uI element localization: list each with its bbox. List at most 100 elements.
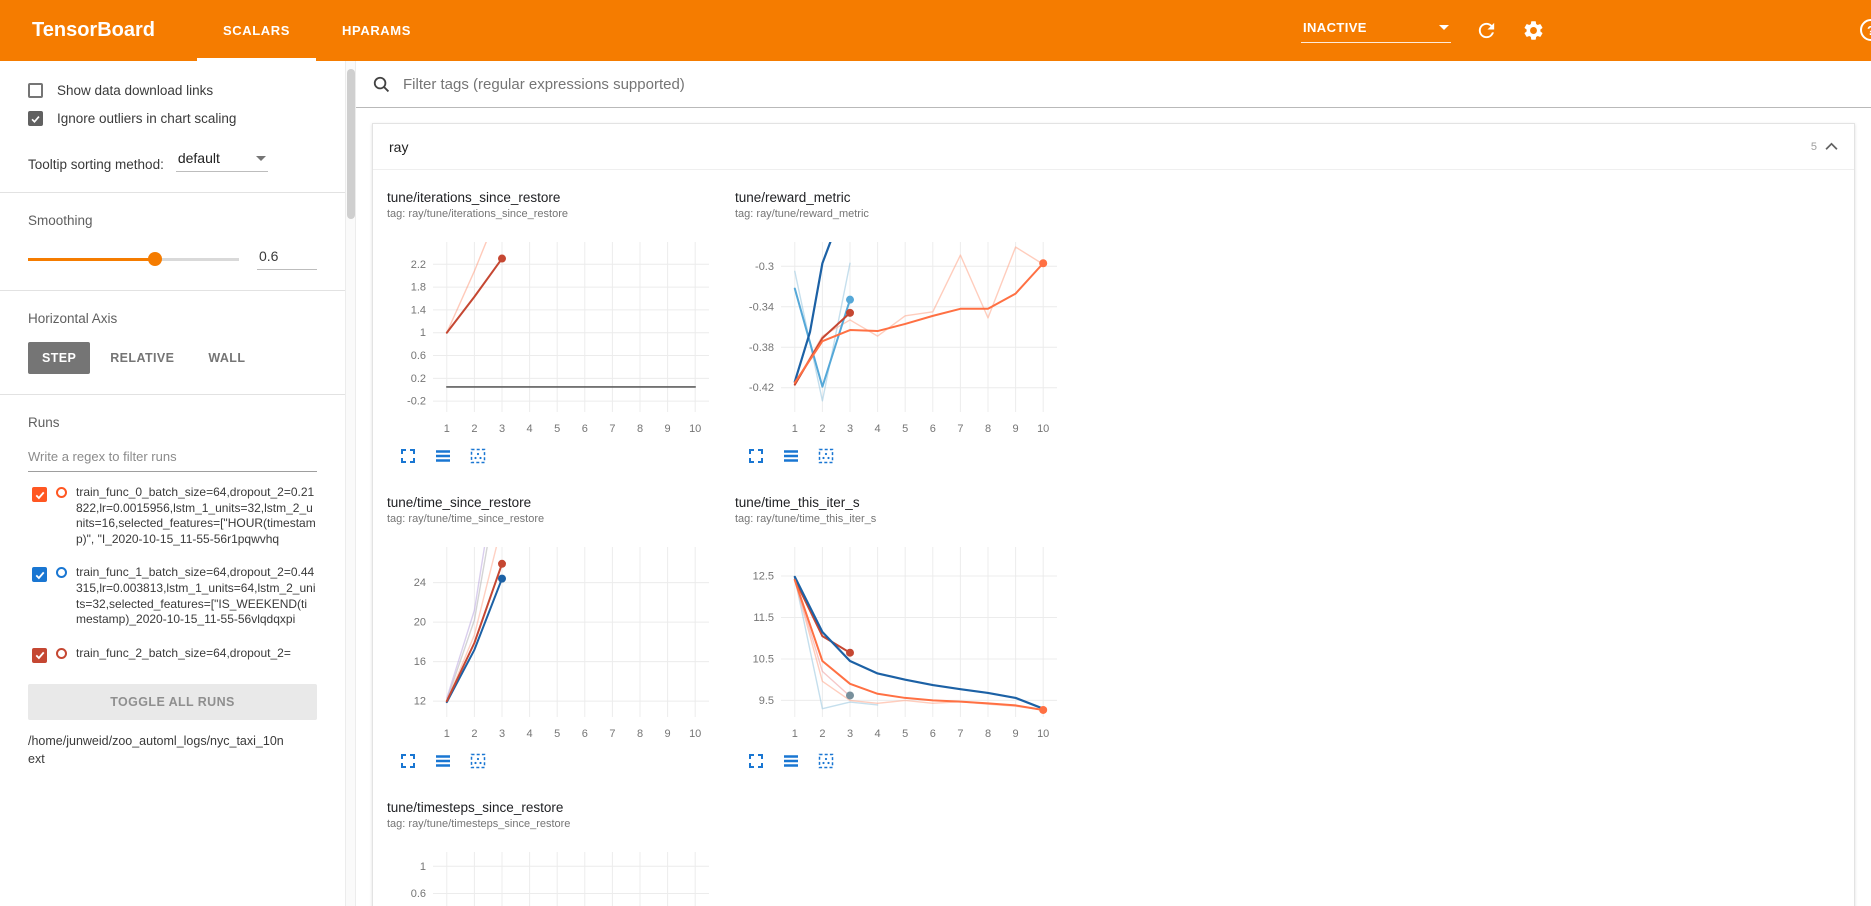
- settings-gear-icon[interactable]: [1522, 19, 1545, 42]
- slider-track[interactable]: [28, 258, 239, 261]
- chevron-down-icon: [255, 155, 266, 161]
- toggle-all-runs-button[interactable]: TOGGLE ALL RUNS: [28, 684, 317, 720]
- run-row[interactable]: train_func_0_batch_size=64,dropout_2=0.2…: [28, 476, 317, 556]
- svg-text:20: 20: [414, 617, 426, 629]
- run-label: train_func_2_batch_size=64,dropout_2=: [76, 645, 291, 660]
- tab-hparams[interactable]: HPARAMS: [342, 23, 411, 38]
- smoothing-label: Smoothing: [28, 213, 93, 228]
- scrollbar-thumb[interactable]: [347, 69, 355, 219]
- svg-text:-0.38: -0.38: [749, 342, 774, 354]
- line-chart[interactable]: 9.5 10.5 11.5 12.5 1 2 3 4 5 6 7 8 9 10: [735, 537, 1069, 745]
- runs-list-icon[interactable]: [782, 752, 800, 770]
- svg-text:6: 6: [930, 423, 936, 435]
- refresh-icon[interactable]: [1475, 19, 1498, 42]
- tab-scalars[interactable]: SCALARS: [196, 0, 317, 61]
- svg-text:4: 4: [527, 423, 533, 435]
- chart-card: tune/reward_metric tag: ray/tune/reward_…: [735, 190, 1073, 465]
- runs-list-icon[interactable]: [434, 447, 452, 465]
- svg-text:3: 3: [499, 423, 505, 435]
- svg-text:10: 10: [1037, 423, 1049, 435]
- axis-option-wall[interactable]: WALL: [208, 351, 246, 365]
- run-color-circle-icon[interactable]: [56, 487, 67, 498]
- chart-tag: tag: ray/tune/time_this_iter_s: [735, 513, 877, 525]
- svg-text:2: 2: [819, 423, 825, 435]
- show-download-links-row[interactable]: Show data download links: [28, 83, 317, 98]
- run-row[interactable]: train_func_2_batch_size=64,dropout_2=: [28, 637, 317, 672]
- expand-chart-icon[interactable]: [399, 447, 417, 465]
- divider: [0, 290, 345, 291]
- horizontal-axis-label: Horizontal Axis: [28, 311, 118, 326]
- svg-text:2: 2: [819, 728, 825, 740]
- run-color-circle-icon[interactable]: [56, 567, 67, 579]
- chart-card: tune/time_this_iter_s tag: ray/tune/time…: [735, 495, 1073, 770]
- line-chart[interactable]: -1-0.6-0.20.20.6112345678910: [387, 842, 721, 906]
- fit-domain-icon[interactable]: [817, 447, 835, 465]
- ignore-outliers-checkbox[interactable]: [28, 111, 43, 126]
- tag-group-header[interactable]: ray 5: [373, 124, 1854, 170]
- run-checkbox[interactable]: [32, 567, 47, 583]
- svg-text:24: 24: [414, 577, 426, 589]
- slider-thumb[interactable]: [147, 252, 162, 266]
- run-checkbox[interactable]: [32, 487, 47, 502]
- slider-fill: [28, 258, 155, 261]
- svg-text:3: 3: [847, 728, 853, 740]
- svg-text:9: 9: [1013, 423, 1019, 435]
- filter-tags-input[interactable]: [403, 75, 1871, 93]
- svg-text:12.5: 12.5: [753, 571, 774, 583]
- fit-domain-icon[interactable]: [469, 447, 487, 465]
- chart-card: tune/time_since_restore tag: ray/tune/ti…: [387, 495, 725, 770]
- chart-title: tune/time_this_iter_s: [735, 495, 860, 510]
- smoothing-value-field[interactable]: 0.6: [257, 248, 317, 270]
- svg-text:4: 4: [527, 728, 533, 740]
- svg-text:3: 3: [847, 423, 853, 435]
- chart-tag: tag: ray/tune/time_since_restore: [387, 513, 545, 525]
- chart-tag: tag: ray/tune/iterations_since_restore: [387, 208, 568, 220]
- expand-chart-icon[interactable]: [399, 752, 417, 770]
- svg-text:-0.2: -0.2: [407, 396, 426, 408]
- run-row[interactable]: train_func_1_batch_size=64,dropout_2=0.4…: [28, 556, 317, 636]
- svg-text:9.5: 9.5: [759, 695, 774, 707]
- chart-title: tune/timesteps_since_restore: [387, 800, 564, 815]
- axis-option-relative[interactable]: RELATIVE: [110, 351, 175, 365]
- tooltip-sorting-dropdown[interactable]: default: [175, 150, 268, 172]
- ignore-outliers-row[interactable]: Ignore outliers in chart scaling: [28, 111, 317, 126]
- run-label: train_func_1_batch_size=64,dropout_2=0.4…: [76, 565, 316, 627]
- svg-text:1: 1: [792, 728, 798, 740]
- svg-text:9: 9: [665, 423, 671, 435]
- runs-list-icon[interactable]: [782, 447, 800, 465]
- line-chart[interactable]: -0.42 -0.38 -0.34 -0.3 1 2 3 4 5 6 7 8 9 10: [735, 232, 1069, 440]
- svg-text:1.4: 1.4: [411, 304, 426, 316]
- runs-filter-input[interactable]: [28, 442, 317, 472]
- chart-toolbar: [747, 752, 1073, 770]
- sidebar-scrollbar[interactable]: [345, 61, 356, 906]
- status-label: INACTIVE: [1303, 20, 1367, 35]
- runs-list-icon[interactable]: [434, 752, 452, 770]
- run-list: train_func_0_batch_size=64,dropout_2=0.2…: [28, 476, 317, 682]
- run-label: train_func_0_batch_size=64,dropout_2=0.2…: [76, 485, 316, 546]
- svg-text:0.2: 0.2: [411, 373, 426, 385]
- status-dropdown[interactable]: INACTIVE: [1301, 18, 1451, 43]
- fit-domain-icon[interactable]: [817, 752, 835, 770]
- axis-option-step[interactable]: STEP: [28, 342, 91, 374]
- fit-domain-icon[interactable]: [469, 752, 487, 770]
- svg-text:6: 6: [582, 423, 588, 435]
- expand-chart-icon[interactable]: [747, 447, 765, 465]
- collapse-chevron-icon[interactable]: [1825, 142, 1838, 151]
- help-icon[interactable]: ?: [1860, 19, 1871, 41]
- svg-text:10: 10: [1037, 728, 1049, 740]
- charts-grid: tune/iterations_since_restore tag: ray/t…: [373, 170, 1433, 906]
- line-chart[interactable]: -0.2 0.2 0.6 1 1.4 1.8 2.2 1 2 3 4 5 6 7 8 9 10: [387, 232, 721, 440]
- run-color-circle-icon[interactable]: [56, 647, 67, 659]
- svg-text:12: 12: [414, 696, 426, 708]
- chart-title: tune/time_since_restore: [387, 495, 532, 510]
- chart-count-badge: 5: [1810, 140, 1817, 153]
- svg-text:1: 1: [444, 423, 450, 435]
- svg-text:0.6: 0.6: [411, 350, 426, 362]
- run-checkbox[interactable]: [32, 647, 47, 663]
- show-download-links-checkbox[interactable]: [28, 83, 43, 98]
- smoothing-slider[interactable]: [28, 252, 239, 266]
- svg-text:5: 5: [554, 728, 560, 740]
- expand-chart-icon[interactable]: [747, 752, 765, 770]
- svg-text:7: 7: [957, 728, 963, 740]
